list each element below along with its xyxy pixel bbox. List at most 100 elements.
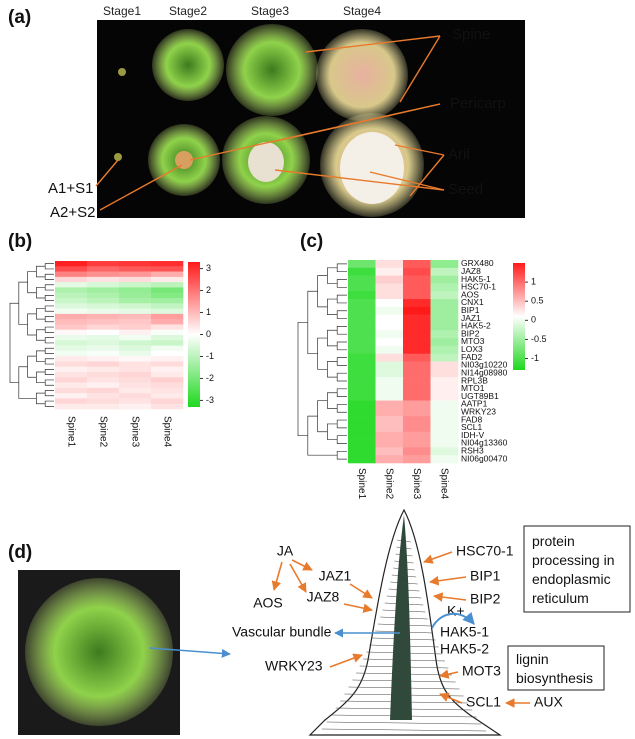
- heatmap-cell: [55, 345, 88, 352]
- colorbar-tick-label: -1: [531, 353, 539, 363]
- heatmap-cell: [348, 345, 376, 354]
- colorbar-tick-label: 2: [206, 285, 211, 295]
- heatmap-cell: [348, 423, 376, 433]
- cell-line: [363, 658, 445, 662]
- heatmap-cell: [87, 350, 120, 357]
- heatmap-cell: [375, 369, 404, 378]
- panel-label: (b): [8, 231, 32, 252]
- heatmap-cell: [430, 423, 459, 433]
- heatmap-cell: [151, 372, 184, 378]
- heatmap-cell: [151, 261, 184, 267]
- heatmap-cell: [151, 298, 184, 304]
- cell-line: [397, 539, 411, 543]
- heatmap-cell: [430, 330, 459, 339]
- stage-label: Stage1: [103, 4, 141, 18]
- heatmap-cell: [87, 276, 120, 283]
- x-tick-label: Spine3: [129, 416, 140, 448]
- heatmap-cell: [151, 292, 184, 299]
- heatmap-cell: [348, 400, 376, 409]
- heatmap-cell: [87, 403, 120, 410]
- heatmap-cell: [430, 384, 459, 394]
- dendrogram: [327, 267, 338, 284]
- heatmap-cell: [375, 431, 404, 440]
- heatmap-cell: [55, 350, 88, 357]
- heatmap-cell: [375, 392, 404, 401]
- row-label: AOS: [461, 289, 479, 299]
- heatmap-cell: [119, 356, 152, 362]
- heatmap-cell: [430, 400, 459, 409]
- dendrogram: [9, 302, 19, 383]
- heatmap-cell: [348, 455, 376, 464]
- x-tick-label: Spine1: [65, 416, 76, 448]
- cell-line: [393, 567, 415, 571]
- heatmap-cell: [348, 267, 376, 276]
- row-label: RPL3B: [461, 375, 488, 385]
- heatmap-cell: [87, 308, 120, 315]
- heatmap-cell: [55, 313, 88, 320]
- heatmap-cell: [55, 292, 88, 299]
- cell-line: [386, 595, 422, 599]
- cell-line: [396, 546, 412, 550]
- heatmap-cell: [151, 398, 184, 405]
- heatmap-cell: [348, 392, 376, 401]
- dendrogram: [336, 388, 347, 397]
- dendrogram: [336, 263, 347, 273]
- dendrogram: [44, 369, 54, 375]
- dendrogram: [327, 423, 338, 440]
- dendrogram: [36, 350, 46, 362]
- heatmap-cell: [119, 377, 152, 383]
- heatmap-cell: [403, 439, 431, 448]
- heatmap-cell: [55, 387, 88, 394]
- heatmap-cell: [430, 283, 459, 292]
- heatmap-cell: [348, 338, 376, 347]
- heatmap-cell: [348, 384, 376, 394]
- heatmap-cell: [430, 361, 459, 370]
- row-label: NI04g13360: [461, 438, 508, 448]
- heatmap-cell: [348, 283, 376, 292]
- row-label: NI06g00470: [461, 453, 508, 463]
- heatmap-cell: [119, 329, 152, 336]
- heatmap-cell: [348, 330, 376, 339]
- heatmap-cell: [375, 306, 404, 315]
- heatmap-cell: [87, 261, 120, 267]
- heatmap-cell: [403, 275, 431, 284]
- x-tick-label: Spine2: [97, 416, 108, 448]
- row-label: BIP2: [461, 328, 480, 338]
- row-label: IDH-V: [461, 430, 484, 440]
- heatmap-cell: [348, 322, 376, 331]
- heatmap-cell: [403, 283, 431, 292]
- heatmap-cell: [403, 299, 431, 308]
- heatmap-cell: [55, 324, 88, 331]
- heatmap-cell: [87, 287, 120, 294]
- heatmap-cell: [375, 291, 404, 300]
- heatmap-cell: [55, 393, 88, 399]
- heatmap-cell: [55, 340, 88, 346]
- annotation: Pericarp: [450, 95, 506, 112]
- cell-line: [348, 686, 460, 690]
- heatmap-cell: [403, 384, 431, 394]
- dendrogram: [336, 357, 347, 366]
- dendrogram: [44, 379, 54, 386]
- heatmap-cell: [375, 353, 404, 362]
- colorbar-tick-label: -0.5: [531, 334, 547, 344]
- heatmap-cell: [87, 340, 120, 346]
- box-line: reticulum: [532, 590, 589, 606]
- heatmap-cell: [375, 338, 404, 347]
- heatmap-cell: [375, 416, 404, 425]
- heatmap-cell: [87, 313, 120, 320]
- dendrogram: [327, 329, 338, 347]
- heatmap-cell: [55, 382, 88, 389]
- heatmap-cell: [375, 408, 404, 417]
- heatmap-cell: [119, 303, 152, 309]
- dendrogram: [36, 308, 46, 320]
- row-label: JAZ1: [461, 313, 481, 323]
- heatmap-cell: [375, 299, 404, 308]
- heatmap-cell: [119, 340, 152, 346]
- heatmap-cell: [348, 353, 376, 362]
- heatmap-cell: [87, 271, 120, 278]
- heatmap-cell: [151, 403, 184, 410]
- heatmap-cell: [430, 291, 459, 300]
- gene-label: BIP2: [470, 591, 501, 607]
- heatmap-cell: [403, 345, 431, 354]
- heatmap-cell: [151, 287, 184, 294]
